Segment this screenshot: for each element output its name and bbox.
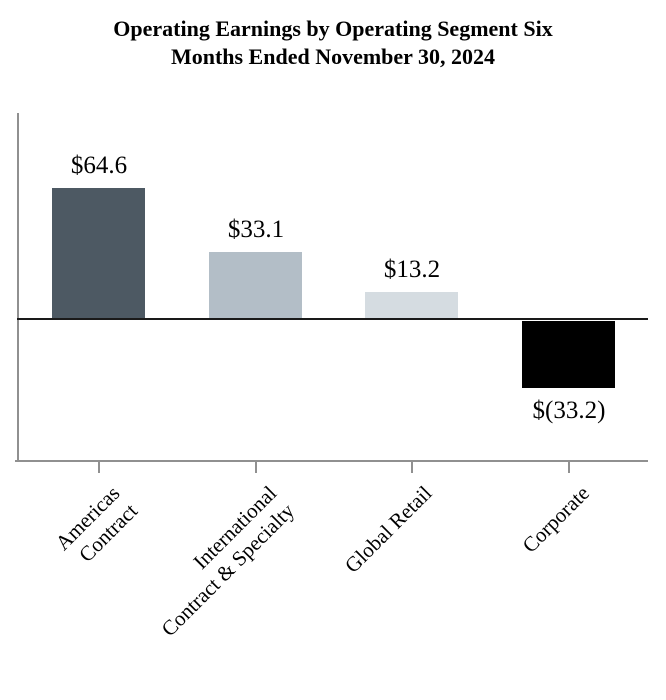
chart-title: Operating Earnings by Operating Segment … [113,16,553,69]
x-axis-label-corporate: Corporate [517,481,594,558]
value-label-international-contract-specialty: $33.1 [227,216,285,243]
x-axis-label-americas-contract: Americas Contract [50,481,142,567]
bar-international-contract-specialty [209,252,302,319]
bar-global-retail [365,292,458,319]
x-axis-label-international-contract-specialty: International Contract & Specialty [156,481,299,642]
y-axis-line [17,113,19,461]
x-axis-label-global-retail: Global Retail [340,481,437,578]
value-label-americas-contract: $64.6 [70,152,128,179]
x-tick-international-contract-specialty [255,462,257,473]
zero-baseline [17,318,648,320]
x-tick-corporate [568,462,570,473]
bar-americas-contract [52,188,145,319]
value-label-corporate: $(33.2) [532,397,606,424]
bar-corporate [522,321,615,388]
x-axis-line [15,460,648,462]
x-tick-americas-contract [98,462,100,473]
x-tick-global-retail [411,462,413,473]
value-label-global-retail: $13.2 [383,256,441,283]
